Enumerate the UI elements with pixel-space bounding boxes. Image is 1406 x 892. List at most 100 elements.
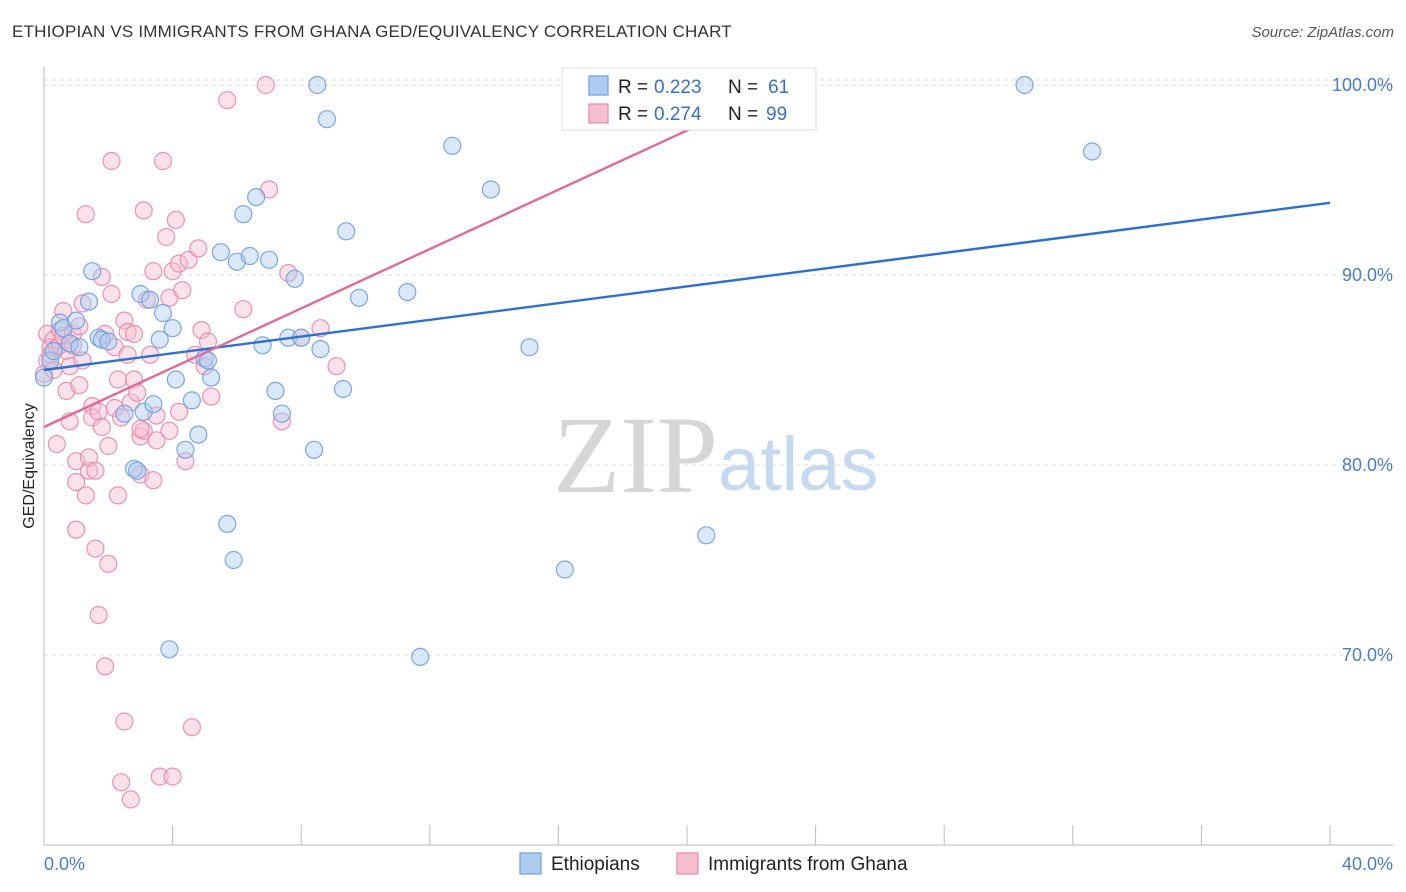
ghana-point-97 (169, 402, 189, 421)
ghana-point-54 (121, 393, 140, 412)
ghana-point-42 (102, 151, 121, 171)
ethiopian-point-49 (411, 647, 430, 667)
ghana-point-66 (144, 471, 163, 490)
ethiopian-point-33 (240, 246, 259, 266)
ghana-point-19 (67, 473, 86, 492)
ghana-point-65 (144, 262, 163, 281)
ethiopian-point-58 (160, 640, 179, 659)
ghana-point-21 (67, 520, 86, 539)
y-axis-label: GED/Equivalency (21, 403, 38, 528)
ethiopian-point-43 (311, 340, 330, 359)
trend-lines (43, 121, 1331, 429)
y-tick-label-3: 100.0% (1332, 75, 1393, 95)
ethiopian-trend-line (43, 201, 1331, 372)
ghana-point-18 (63, 336, 83, 355)
ethiopian-point-7 (70, 338, 89, 357)
ghana-point-27 (76, 486, 95, 505)
ghana-point-22 (70, 376, 89, 395)
ghana-point-24 (73, 294, 92, 313)
legend-n-label-blue: N = (728, 77, 758, 98)
ghana-point-92 (272, 412, 292, 431)
y-tick-labels: 70.0% 80.0% 90.0% 100.0% (1332, 75, 1393, 665)
series-label-ghana: Immigrants from Ghana (708, 854, 908, 875)
ghana-point-46 (108, 370, 128, 389)
ethiopian-point-55 (308, 75, 327, 95)
ghana-point-85 (195, 357, 214, 376)
ghana-point-70 (153, 151, 173, 171)
series-swatch-ethiopians (519, 852, 542, 875)
series-legend: Ethiopians Immigrants from Ghana (519, 852, 908, 875)
ethiopian-point-46 (337, 222, 356, 241)
ethiopian-point-8 (79, 292, 99, 311)
ethiopian-point-45 (333, 379, 353, 399)
ghana-point-52 (118, 322, 137, 342)
ghana-point-32 (86, 461, 105, 480)
ghana-point-78 (173, 281, 192, 300)
ghana-point-75 (163, 767, 182, 786)
legend-n-label-pink: N = (728, 104, 758, 125)
ethiopian-point-54 (697, 526, 716, 545)
ethiopian-point-11 (92, 330, 111, 349)
ghana-trend-line (43, 121, 704, 429)
ethiopian-point-28 (211, 243, 230, 262)
ghana-point-84 (192, 321, 211, 340)
ghana-point-38 (95, 657, 115, 676)
series-swatch-ghana (676, 852, 699, 875)
ghana-point-40 (99, 436, 118, 456)
ethiopian-point-10 (89, 328, 108, 347)
ghana-point-36 (92, 267, 111, 286)
ghana-point-43 (102, 284, 121, 304)
ghana-point-28 (79, 461, 99, 480)
ghana-point-87 (202, 387, 221, 406)
legend-n-value-pink: 99 (766, 104, 787, 125)
ethiopian-point-29 (218, 514, 237, 534)
ethiopian-point-3 (50, 313, 70, 332)
legend-r-label-blue: R = (618, 77, 648, 98)
ethiopian-point-53 (555, 560, 574, 579)
x-tick-label-max: 40.0% (1342, 854, 1393, 874)
ghana-point-77 (169, 254, 189, 273)
ghana-point-98 (131, 419, 150, 438)
ethiopian-point-22 (166, 370, 185, 389)
grid-lines (44, 79, 1393, 656)
axes (43, 66, 1393, 846)
ethiopian-point-24 (182, 391, 201, 410)
ghana-point-23 (70, 317, 89, 336)
ethiopian-point-56 (1015, 75, 1034, 95)
ethiopian-point-44 (317, 110, 337, 129)
ethiopian-point-38 (272, 404, 292, 423)
ethiopian-point-18 (144, 395, 163, 414)
ghana-point-96 (327, 357, 346, 376)
ethiopian-point-25 (189, 425, 208, 444)
ethiopian-point-15 (131, 284, 150, 304)
ethiopian-point-60 (128, 461, 147, 480)
ethiopian-point-27 (202, 368, 221, 387)
ghana-point-33 (86, 539, 105, 558)
ghana-point-68 (147, 431, 166, 450)
ethiopian-point-36 (259, 250, 279, 269)
ghana-point-26 (76, 205, 95, 224)
ethiopian-point-35 (253, 336, 272, 355)
legend-swatch-blue (588, 75, 609, 96)
chart-source: Source: ZipAtlas.com (1251, 24, 1394, 41)
ethiopian-point-20 (153, 303, 173, 323)
ghana-point-88 (218, 91, 237, 110)
ghana-point-74 (163, 262, 182, 281)
ethiopian-point-37 (266, 381, 285, 400)
ethiopian-point-34 (247, 188, 266, 207)
ghana-point-86 (198, 332, 218, 351)
ghana-point-89 (234, 300, 253, 319)
ethiopian-point-50 (443, 136, 462, 155)
ghana-point-71 (157, 227, 176, 247)
ghana-point-55 (121, 790, 140, 809)
legend-n-value-blue: 61 (768, 77, 789, 98)
ghana-point-51 (115, 311, 134, 330)
ghana-point-7 (47, 435, 66, 454)
ghana-point-50 (115, 712, 134, 731)
ethiopian-point-5 (60, 334, 79, 353)
legend-r-value-pink: 0.274 (654, 104, 702, 125)
ethiopian-point-21 (163, 319, 182, 338)
watermark-zip: ZIP (553, 394, 718, 516)
ghana-points (34, 75, 346, 809)
